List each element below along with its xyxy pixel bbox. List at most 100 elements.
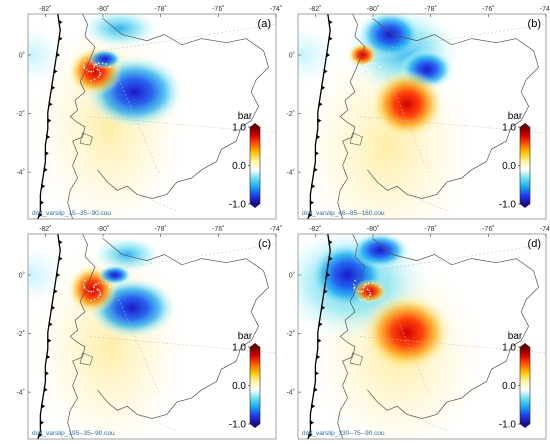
aftershock-point [83, 286, 86, 288]
coastline [67, 14, 96, 219]
y-tick-label: -2˚ [16, 110, 25, 118]
colorbar-tick-label: 1.0 [502, 123, 516, 134]
subduction-tooth [46, 134, 51, 140]
aftershock-point [97, 296, 100, 299]
subduction-tooth [328, 256, 333, 262]
aftershock-point [367, 62, 370, 64]
x-tick-label: -74˚ [270, 225, 282, 233]
stress-field [298, 14, 546, 219]
aftershock-point [82, 63, 85, 66]
fault-trace [117, 75, 160, 174]
fault-trace [359, 116, 546, 134]
subduction-tooth [56, 272, 61, 278]
subduction-tooth [51, 85, 56, 91]
aftershock-point [96, 288, 99, 291]
subduction-tooth [311, 183, 316, 189]
subduction-tooth [38, 432, 43, 438]
y-tick-label: -4˚ [286, 389, 295, 397]
colorbar-min-cap [520, 424, 530, 428]
colorbar-tick-label: -1.0 [499, 200, 517, 211]
subduction-tooth [48, 321, 53, 327]
aftershock-point [368, 74, 371, 76]
aftershock-point [98, 69, 101, 72]
aftershock-point [362, 70, 365, 72]
x-tick-label: -74˚ [270, 5, 282, 13]
subduction-tooth [318, 101, 323, 107]
aftershock-point [90, 70, 92, 73]
subduction-tooth [308, 432, 313, 438]
y-tick-label: -2˚ [286, 330, 295, 338]
panel-label: (c) [258, 238, 271, 250]
fault-trace [407, 414, 447, 432]
subduction-tooth [39, 200, 44, 206]
x-tick-label: -78˚ [424, 225, 436, 233]
y-tick-label: -4˚ [16, 169, 25, 177]
country-border [367, 237, 539, 419]
stress-lobe [92, 236, 162, 273]
aftershock-point [83, 66, 86, 68]
aftershock-point [93, 298, 96, 301]
panel-label: (b) [528, 18, 541, 30]
aftershock-point [367, 296, 370, 299]
x-tick-label: -78˚ [154, 5, 166, 13]
x-tick-label: -80˚ [97, 225, 109, 233]
subduction-tooth [314, 370, 319, 376]
aftershock-point [363, 298, 366, 301]
colorbar-max-cap [250, 343, 260, 347]
subduction-tooth [314, 150, 319, 156]
x-tick-label: -80˚ [367, 225, 379, 233]
aftershock-point [362, 290, 365, 292]
aftershock-point [99, 291, 101, 294]
aftershock-point [368, 69, 371, 72]
aftershock-point [371, 62, 374, 65]
aftershock-point [87, 290, 90, 293]
aftershock-point [98, 289, 101, 292]
colorbar-tick-label: 1.0 [232, 123, 246, 134]
aftershock-point [99, 71, 101, 74]
fault-trace [89, 336, 276, 354]
coastline [67, 234, 96, 439]
subduction-tooth [44, 150, 49, 156]
aftershock-point [357, 70, 360, 73]
y-tick-label: -2˚ [16, 330, 25, 338]
y-tick-label: 0˚ [289, 52, 295, 60]
aftershock-point [352, 283, 355, 286]
aftershock-point [352, 63, 355, 66]
map-frame [297, 233, 547, 440]
aftershock-point [367, 76, 370, 79]
panel-b: -82˚ -80˚ -78˚ -76˚ -74˚ 0˚ -2˚ -4˚ (b) dcff_vars… [286, 5, 550, 220]
x-tick-label: -82˚ [39, 225, 51, 233]
aftershock-point [367, 282, 370, 284]
y-tick-label: -4˚ [286, 169, 295, 177]
aftershock-point [101, 282, 104, 285]
x-tick-label: -80˚ [97, 5, 109, 13]
subduction-tooth [317, 118, 322, 124]
subduction-tooth [58, 256, 63, 262]
colorbar-title: bar [508, 111, 523, 122]
model-file-label: dcff_varslip_195--35--90.cou [32, 430, 115, 437]
aftershock-point [95, 63, 98, 66]
map-frame [27, 13, 277, 220]
aftershock-point [353, 66, 356, 68]
fault-trace [387, 75, 430, 174]
map-frame [297, 13, 547, 220]
aftershock-point [360, 290, 362, 293]
colorbar [519, 346, 531, 425]
aftershock-point [92, 70, 95, 72]
x-tick-label: -82˚ [309, 225, 321, 233]
stress-lobe [350, 234, 410, 269]
colorbar-max-cap [520, 343, 530, 347]
fault-trace [117, 295, 160, 394]
x-tick-label: -78˚ [424, 5, 436, 13]
aftershock-point [98, 74, 101, 76]
y-tick-label: 0˚ [289, 272, 295, 280]
y-tick-label: 0˚ [19, 52, 25, 60]
aftershock-point [375, 283, 377, 285]
x-tick-label: -78˚ [154, 225, 166, 233]
stress-field [28, 14, 276, 219]
colorbar-title: bar [238, 111, 253, 122]
stress-lobe [352, 279, 388, 304]
subduction-tooth [321, 85, 326, 91]
aftershock-point [365, 63, 368, 66]
